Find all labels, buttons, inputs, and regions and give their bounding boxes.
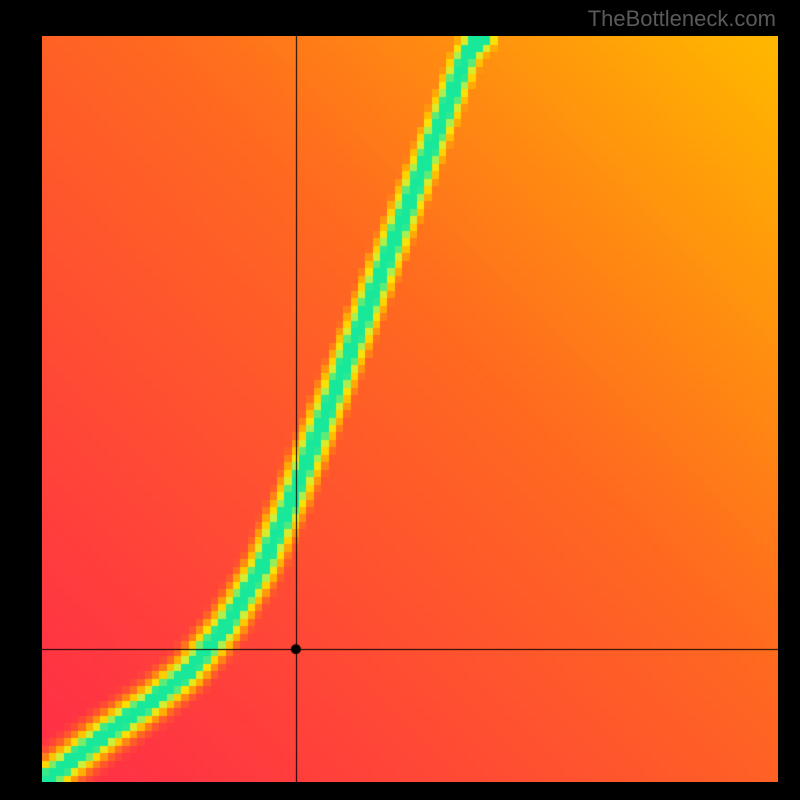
heatmap-plot (42, 36, 778, 782)
watermark-text: TheBottleneck.com (588, 6, 776, 32)
heatmap-canvas (42, 36, 778, 782)
